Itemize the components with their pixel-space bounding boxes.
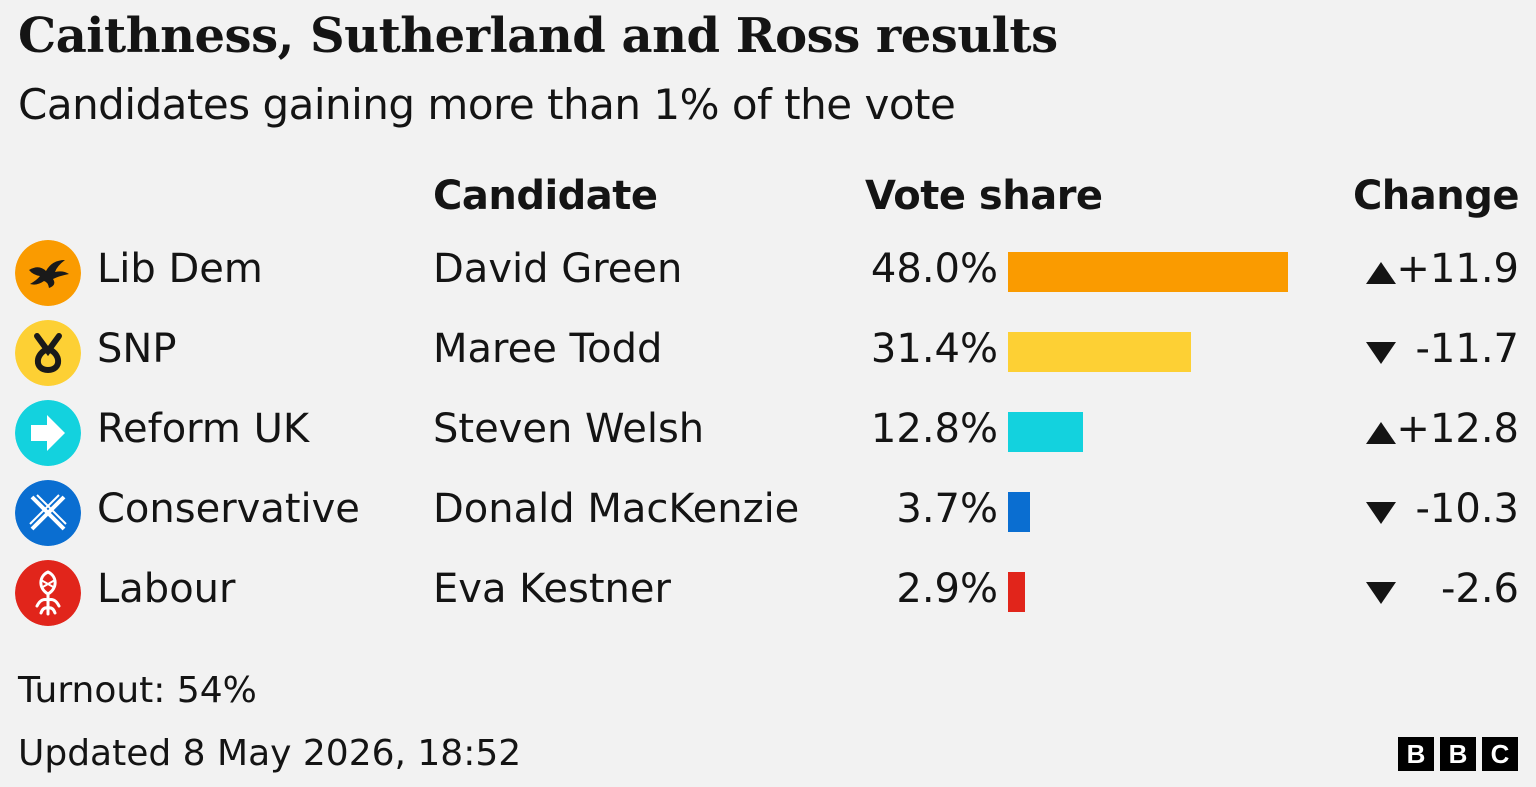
triangle-down-icon (1366, 582, 1396, 604)
bbc-logo: B B C (1398, 737, 1518, 771)
bbc-logo-letter: C (1482, 737, 1518, 771)
vote-share-label: 3.7% (896, 486, 998, 532)
turnout-label: Turnout: 54% (18, 670, 257, 711)
bbc-logo-letter: B (1398, 737, 1434, 771)
column-header-candidate: Candidate (433, 173, 658, 219)
vote-share-label: 31.4% (870, 326, 998, 372)
vote-share-label: 48.0% (870, 246, 998, 292)
lib-dem-bird-icon (15, 240, 81, 306)
candidate-name: David Green (433, 246, 683, 292)
updated-timestamp: Updated 8 May 2026, 18:52 (18, 733, 522, 774)
vote-share-label: 12.8% (870, 406, 998, 452)
change-label: +12.8 (1396, 406, 1519, 452)
result-row: Labour Eva Kestner 2.9% -2.6 (0, 552, 1536, 632)
reform-arrow-icon (15, 400, 81, 466)
party-name: Labour (97, 566, 236, 612)
chart-title: Caithness, Sutherland and Ross results (18, 8, 1058, 64)
vote-share-label: 2.9% (896, 566, 998, 612)
party-name: Reform UK (97, 406, 310, 452)
snp-symbol-icon (15, 320, 81, 386)
chart-subtitle: Candidates gaining more than 1% of the v… (18, 80, 956, 129)
change-label: -11.7 (1415, 326, 1520, 372)
party-name: Conservative (97, 486, 360, 532)
vote-share-bar (1008, 492, 1030, 532)
party-name: Lib Dem (97, 246, 263, 292)
bbc-logo-letter: B (1440, 737, 1476, 771)
triangle-up-icon (1366, 422, 1396, 444)
change-label: -10.3 (1415, 486, 1520, 532)
vote-share-bar (1008, 332, 1191, 372)
triangle-down-icon (1366, 502, 1396, 524)
result-row: SNP Maree Todd 31.4% -11.7 (0, 312, 1536, 392)
vote-share-bar (1008, 412, 1083, 452)
thistle-icon (15, 560, 81, 626)
saltire-cross-icon (15, 480, 81, 546)
vote-share-bar (1008, 252, 1288, 292)
candidate-name: Donald MacKenzie (433, 486, 800, 532)
candidate-name: Steven Welsh (433, 406, 705, 452)
candidate-name: Maree Todd (433, 326, 663, 372)
change-label: +11.9 (1396, 246, 1519, 292)
change-label: -2.6 (1440, 566, 1519, 612)
vote-share-bar (1008, 572, 1025, 612)
triangle-down-icon (1366, 342, 1396, 364)
triangle-up-icon (1366, 262, 1396, 284)
party-name: SNP (97, 326, 177, 372)
candidate-name: Eva Kestner (433, 566, 671, 612)
column-header-change: Change (1352, 173, 1520, 219)
result-row: Lib Dem David Green 48.0% +11.9 (0, 232, 1536, 312)
result-row: Conservative Donald MacKenzie 3.7% -10.3 (0, 472, 1536, 552)
result-row: Reform UK Steven Welsh 12.8% +12.8 (0, 392, 1536, 472)
column-header-vote-share: Vote share (865, 173, 1103, 219)
